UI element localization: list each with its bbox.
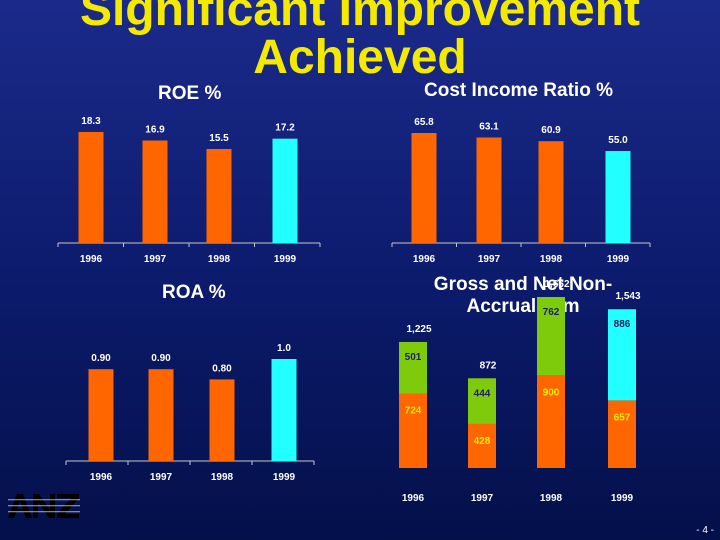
total-value-label: 1,225: [406, 324, 431, 335]
bar: [88, 369, 114, 461]
bar-value-label: 0.80: [212, 363, 232, 374]
bar: [605, 151, 631, 243]
cost-income-chart-title: Cost Income Ratio %: [424, 80, 613, 101]
segment-value-label: 900: [543, 387, 560, 398]
bar-value-label: 63.1: [479, 122, 499, 133]
roe-chart-title: ROE %: [158, 83, 222, 104]
total-value-label: 872: [480, 360, 497, 371]
x-tick-label: 1996: [402, 493, 425, 504]
bar: [78, 132, 104, 243]
x-tick-label: 1998: [208, 254, 231, 265]
total-value-label: 1,543: [615, 291, 640, 302]
bar-value-label: 15.5: [209, 133, 229, 144]
bar: [272, 138, 298, 243]
bar: [411, 133, 437, 243]
bar-value-label: 65.8: [414, 117, 434, 128]
bar-value-label: 16.9: [145, 124, 165, 135]
x-tick-label: 1997: [478, 254, 501, 265]
bar: [476, 137, 502, 243]
x-tick-label: 1997: [144, 254, 167, 265]
x-tick-label: 1998: [540, 254, 563, 265]
bar-value-label: 0.90: [91, 353, 111, 364]
x-tick-label: 1996: [80, 254, 103, 265]
bar-value-label: 0.90: [151, 353, 171, 364]
segment-value-label: 444: [474, 388, 491, 399]
segment-value-label: 501: [405, 352, 422, 363]
bar-segment-gross: [399, 341, 427, 394]
bar: [538, 141, 564, 243]
segment-value-label: 724: [405, 406, 422, 417]
bar: [148, 369, 174, 461]
segment-value-label: 428: [474, 436, 491, 447]
bar-segment-net: [608, 400, 636, 468]
bar-segment-net: [537, 375, 565, 468]
bar-value-label: 18.3: [81, 116, 101, 127]
x-tick-label: 1997: [471, 493, 494, 504]
segment-value-label: 762: [543, 307, 560, 318]
anz-logo: [8, 494, 80, 518]
x-tick-label: 1998: [540, 493, 563, 504]
bar: [206, 148, 232, 243]
bar-value-label: 1.0: [277, 343, 291, 354]
bar-value-label: 60.9: [541, 125, 561, 136]
total-value-label: 1,662: [544, 279, 569, 290]
x-tick-label: 1999: [611, 493, 634, 504]
segment-value-label: 657: [614, 412, 631, 423]
page-number: - 4 -: [696, 525, 714, 536]
x-tick-label: 1997: [150, 472, 173, 483]
bar-segment-gross: [468, 378, 496, 424]
bar-segment-net: [399, 393, 427, 468]
bar-segment-gross: [608, 309, 636, 401]
bar: [271, 359, 297, 461]
x-tick-label: 1996: [90, 472, 113, 483]
segment-value-label: 886: [614, 319, 631, 330]
bar-segment-gross: [537, 297, 565, 376]
x-tick-label: 1999: [607, 254, 630, 265]
x-tick-label: 1999: [273, 472, 296, 483]
roa-chart-title: ROA %: [162, 282, 226, 303]
slide-title-line1: Significant Improvement: [79, 0, 641, 36]
bar-value-label: 17.2: [275, 123, 295, 134]
x-tick-label: 1998: [211, 472, 234, 483]
bar: [209, 379, 235, 461]
slide-title-line2: Achieved: [253, 31, 467, 84]
x-tick-label: 1996: [413, 254, 436, 265]
bar-value-label: 55.0: [608, 135, 628, 146]
x-tick-label: 1999: [274, 254, 297, 265]
bar-segment-net: [468, 423, 496, 468]
bar: [142, 140, 168, 243]
